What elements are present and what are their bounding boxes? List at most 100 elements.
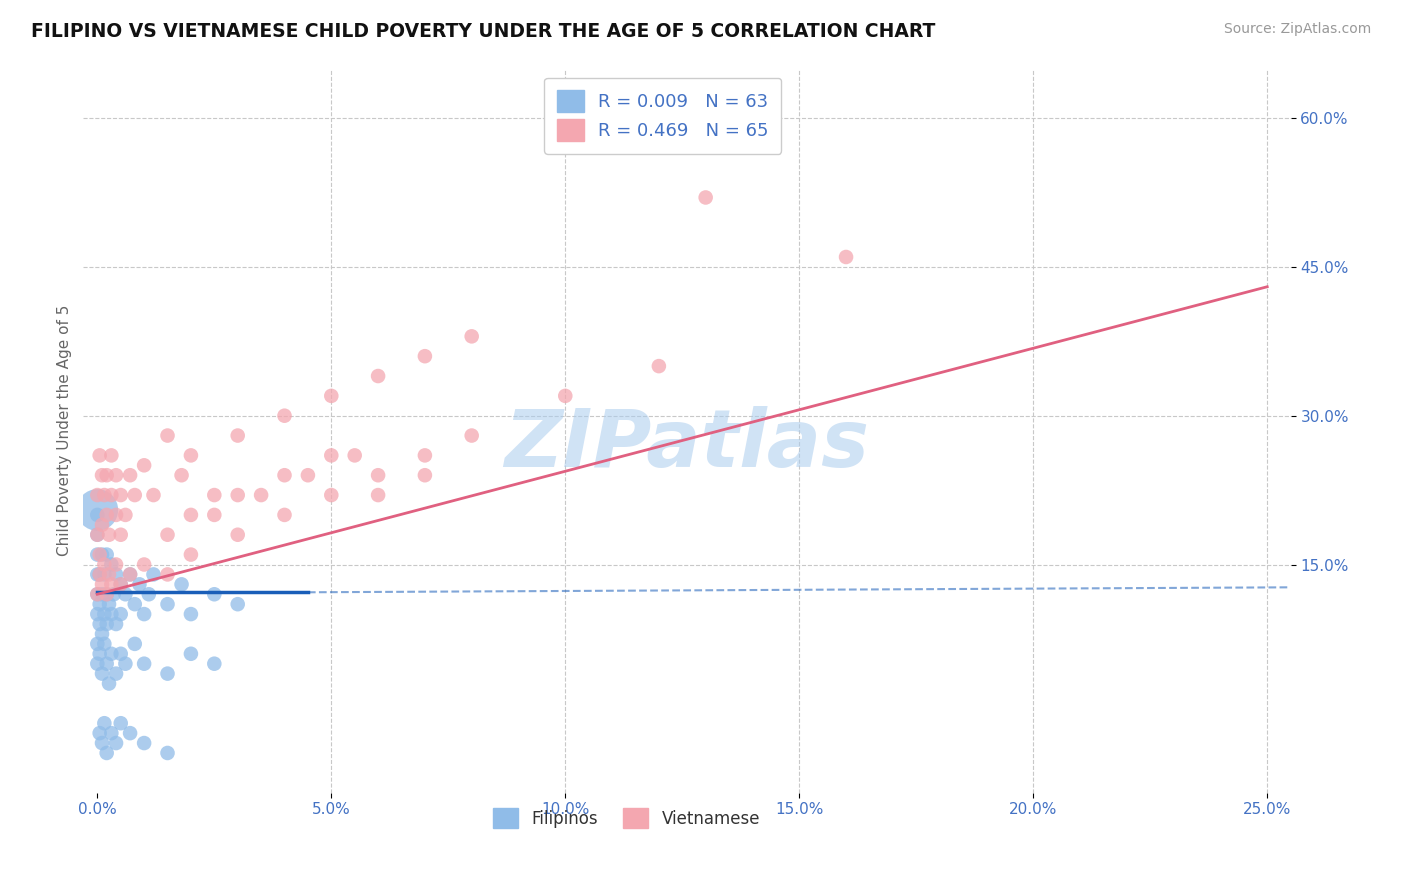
Point <box>114 657 136 671</box>
Point <box>170 577 193 591</box>
Point <box>180 548 202 562</box>
Point <box>226 428 249 442</box>
Point <box>89 647 111 661</box>
Point <box>86 548 108 562</box>
Point <box>156 666 179 681</box>
Point <box>91 517 114 532</box>
Point <box>89 567 111 582</box>
Point <box>413 449 436 463</box>
Point <box>91 577 114 591</box>
Point <box>86 527 108 541</box>
Point <box>273 409 295 423</box>
Point <box>89 597 111 611</box>
Point <box>98 527 121 541</box>
Point <box>91 666 114 681</box>
Point <box>120 468 142 483</box>
Point <box>695 190 717 204</box>
Point <box>226 488 249 502</box>
Point <box>321 488 343 502</box>
Point <box>96 587 118 601</box>
Point <box>128 577 150 591</box>
Point <box>367 468 389 483</box>
Point <box>86 657 108 671</box>
Point <box>202 657 225 671</box>
Point <box>100 647 122 661</box>
Point <box>142 488 165 502</box>
Point <box>96 617 118 632</box>
Point <box>98 597 121 611</box>
Point <box>105 468 128 483</box>
Point <box>91 548 114 562</box>
Point <box>100 607 122 621</box>
Point <box>180 607 202 621</box>
Point <box>120 726 142 740</box>
Point <box>134 736 156 750</box>
Point <box>134 458 156 473</box>
Point <box>134 607 156 621</box>
Point <box>96 548 118 562</box>
Point <box>114 508 136 522</box>
Point <box>156 567 179 582</box>
Point <box>226 527 249 541</box>
Point <box>124 637 146 651</box>
Point <box>202 508 225 522</box>
Point <box>86 637 108 651</box>
Point <box>98 567 121 582</box>
Point <box>91 587 114 601</box>
Point <box>86 607 108 621</box>
Point <box>91 627 114 641</box>
Point <box>343 449 366 463</box>
Point <box>110 647 132 661</box>
Point <box>120 567 142 582</box>
Point <box>124 597 146 611</box>
Point <box>100 577 122 591</box>
Point <box>93 716 115 731</box>
Point <box>105 736 128 750</box>
Point <box>100 488 122 502</box>
Point <box>835 250 858 264</box>
Point <box>110 577 132 591</box>
Y-axis label: Child Poverty Under the Age of 5: Child Poverty Under the Age of 5 <box>58 305 72 557</box>
Text: ZIPatlas: ZIPatlas <box>505 406 869 484</box>
Point <box>110 527 132 541</box>
Point <box>202 587 225 601</box>
Point <box>105 508 128 522</box>
Text: Source: ZipAtlas.com: Source: ZipAtlas.com <box>1223 22 1371 37</box>
Point <box>134 657 156 671</box>
Point <box>156 597 179 611</box>
Point <box>120 567 142 582</box>
Point <box>367 488 389 502</box>
Point <box>114 587 136 601</box>
Point <box>110 577 132 591</box>
Point <box>105 617 128 632</box>
Point <box>93 558 115 572</box>
Point <box>105 558 128 572</box>
Point <box>100 726 122 740</box>
Point <box>91 468 114 483</box>
Point <box>460 428 482 442</box>
Point <box>226 597 249 611</box>
Point <box>86 488 108 502</box>
Point <box>100 558 122 572</box>
Point <box>86 587 108 601</box>
Point <box>180 647 202 661</box>
Point <box>89 449 111 463</box>
Point <box>124 488 146 502</box>
Point <box>138 587 160 601</box>
Point <box>413 349 436 363</box>
Point <box>273 508 295 522</box>
Point <box>93 637 115 651</box>
Point <box>367 369 389 384</box>
Point <box>86 503 108 517</box>
Point <box>89 617 111 632</box>
Point <box>273 468 295 483</box>
Point <box>170 468 193 483</box>
Point <box>93 567 115 582</box>
Point <box>103 587 125 601</box>
Point <box>86 587 108 601</box>
Point <box>202 488 225 502</box>
Point <box>93 488 115 502</box>
Point <box>86 567 108 582</box>
Point <box>460 329 482 343</box>
Point <box>648 359 671 373</box>
